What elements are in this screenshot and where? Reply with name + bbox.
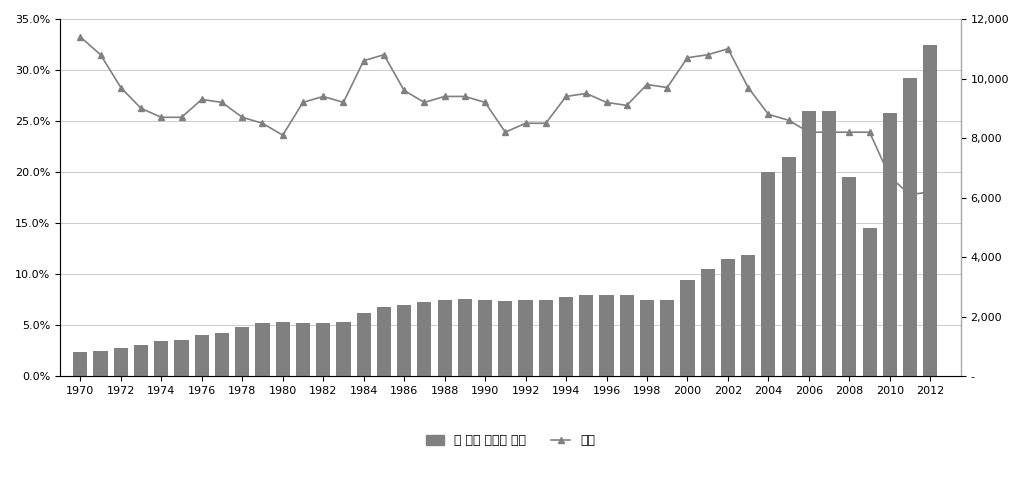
미국 — [175, 114, 187, 120]
미국 — [357, 58, 370, 64]
미국 — [196, 97, 208, 102]
Bar — [660, 300, 674, 377]
Bar — [580, 295, 593, 377]
미국 — [378, 52, 390, 58]
Bar — [802, 111, 816, 377]
미국 — [94, 52, 106, 58]
미국 — [438, 94, 451, 99]
미국 — [256, 120, 268, 126]
Bar — [700, 269, 715, 377]
Bar — [721, 259, 735, 377]
미국 — [418, 99, 430, 105]
Bar — [640, 300, 654, 377]
미국 — [115, 85, 127, 91]
Bar — [155, 341, 168, 377]
미국 — [762, 111, 774, 117]
미국 — [540, 120, 552, 126]
미국 — [74, 34, 86, 40]
미국 — [479, 99, 492, 105]
Bar — [215, 333, 229, 377]
Bar — [458, 299, 472, 377]
Bar — [114, 348, 128, 377]
Bar — [680, 281, 694, 377]
Bar — [275, 322, 290, 377]
Bar — [377, 307, 391, 377]
미국 — [398, 88, 411, 94]
미국 — [884, 174, 896, 180]
미국 — [662, 85, 674, 91]
미국 — [924, 189, 936, 195]
Line: 미국: 미국 — [78, 34, 933, 198]
Bar — [924, 45, 937, 377]
미국 — [560, 94, 572, 99]
미국 — [135, 105, 147, 111]
미국 — [276, 132, 289, 138]
미국 — [823, 129, 836, 135]
미국 — [216, 99, 228, 105]
미국 — [519, 120, 531, 126]
미국 — [337, 99, 349, 105]
Bar — [478, 300, 493, 377]
미국 — [843, 129, 855, 135]
Bar — [822, 111, 837, 377]
미국 — [904, 192, 916, 198]
미국 — [297, 99, 309, 105]
미국 — [499, 129, 511, 135]
Bar — [316, 323, 331, 377]
Bar — [599, 295, 613, 377]
Bar — [499, 301, 512, 377]
Bar — [559, 297, 573, 377]
Bar — [518, 300, 532, 377]
Bar — [741, 255, 756, 377]
Bar — [883, 113, 897, 377]
미국 — [701, 52, 714, 58]
Bar — [296, 323, 310, 377]
Legend: 전 세계 제조업 생산, 미국: 전 세계 제조업 생산, 미국 — [421, 429, 600, 452]
미국 — [459, 94, 471, 99]
미국 — [722, 46, 734, 52]
Bar — [843, 177, 856, 377]
미국 — [742, 85, 755, 91]
Bar — [620, 295, 634, 377]
Bar — [397, 305, 412, 377]
미국 — [681, 55, 693, 61]
Bar — [195, 335, 209, 377]
Bar — [93, 351, 108, 377]
미국 — [156, 114, 168, 120]
Bar — [134, 345, 148, 377]
Bar — [781, 157, 796, 377]
Bar — [74, 352, 87, 377]
Bar — [174, 340, 188, 377]
미국 — [621, 102, 633, 108]
Bar — [761, 172, 775, 377]
Bar — [356, 313, 371, 377]
미국 — [237, 114, 249, 120]
미국 — [782, 117, 795, 123]
Bar — [336, 322, 350, 377]
Bar — [862, 228, 877, 377]
Bar — [903, 78, 918, 377]
Bar — [236, 327, 249, 377]
Bar — [437, 300, 452, 377]
미국 — [317, 94, 330, 99]
Bar — [418, 302, 431, 377]
미국 — [581, 91, 593, 97]
Bar — [255, 323, 269, 377]
Bar — [539, 300, 553, 377]
미국 — [803, 129, 815, 135]
미국 — [863, 129, 876, 135]
미국 — [641, 82, 653, 88]
미국 — [600, 99, 612, 105]
